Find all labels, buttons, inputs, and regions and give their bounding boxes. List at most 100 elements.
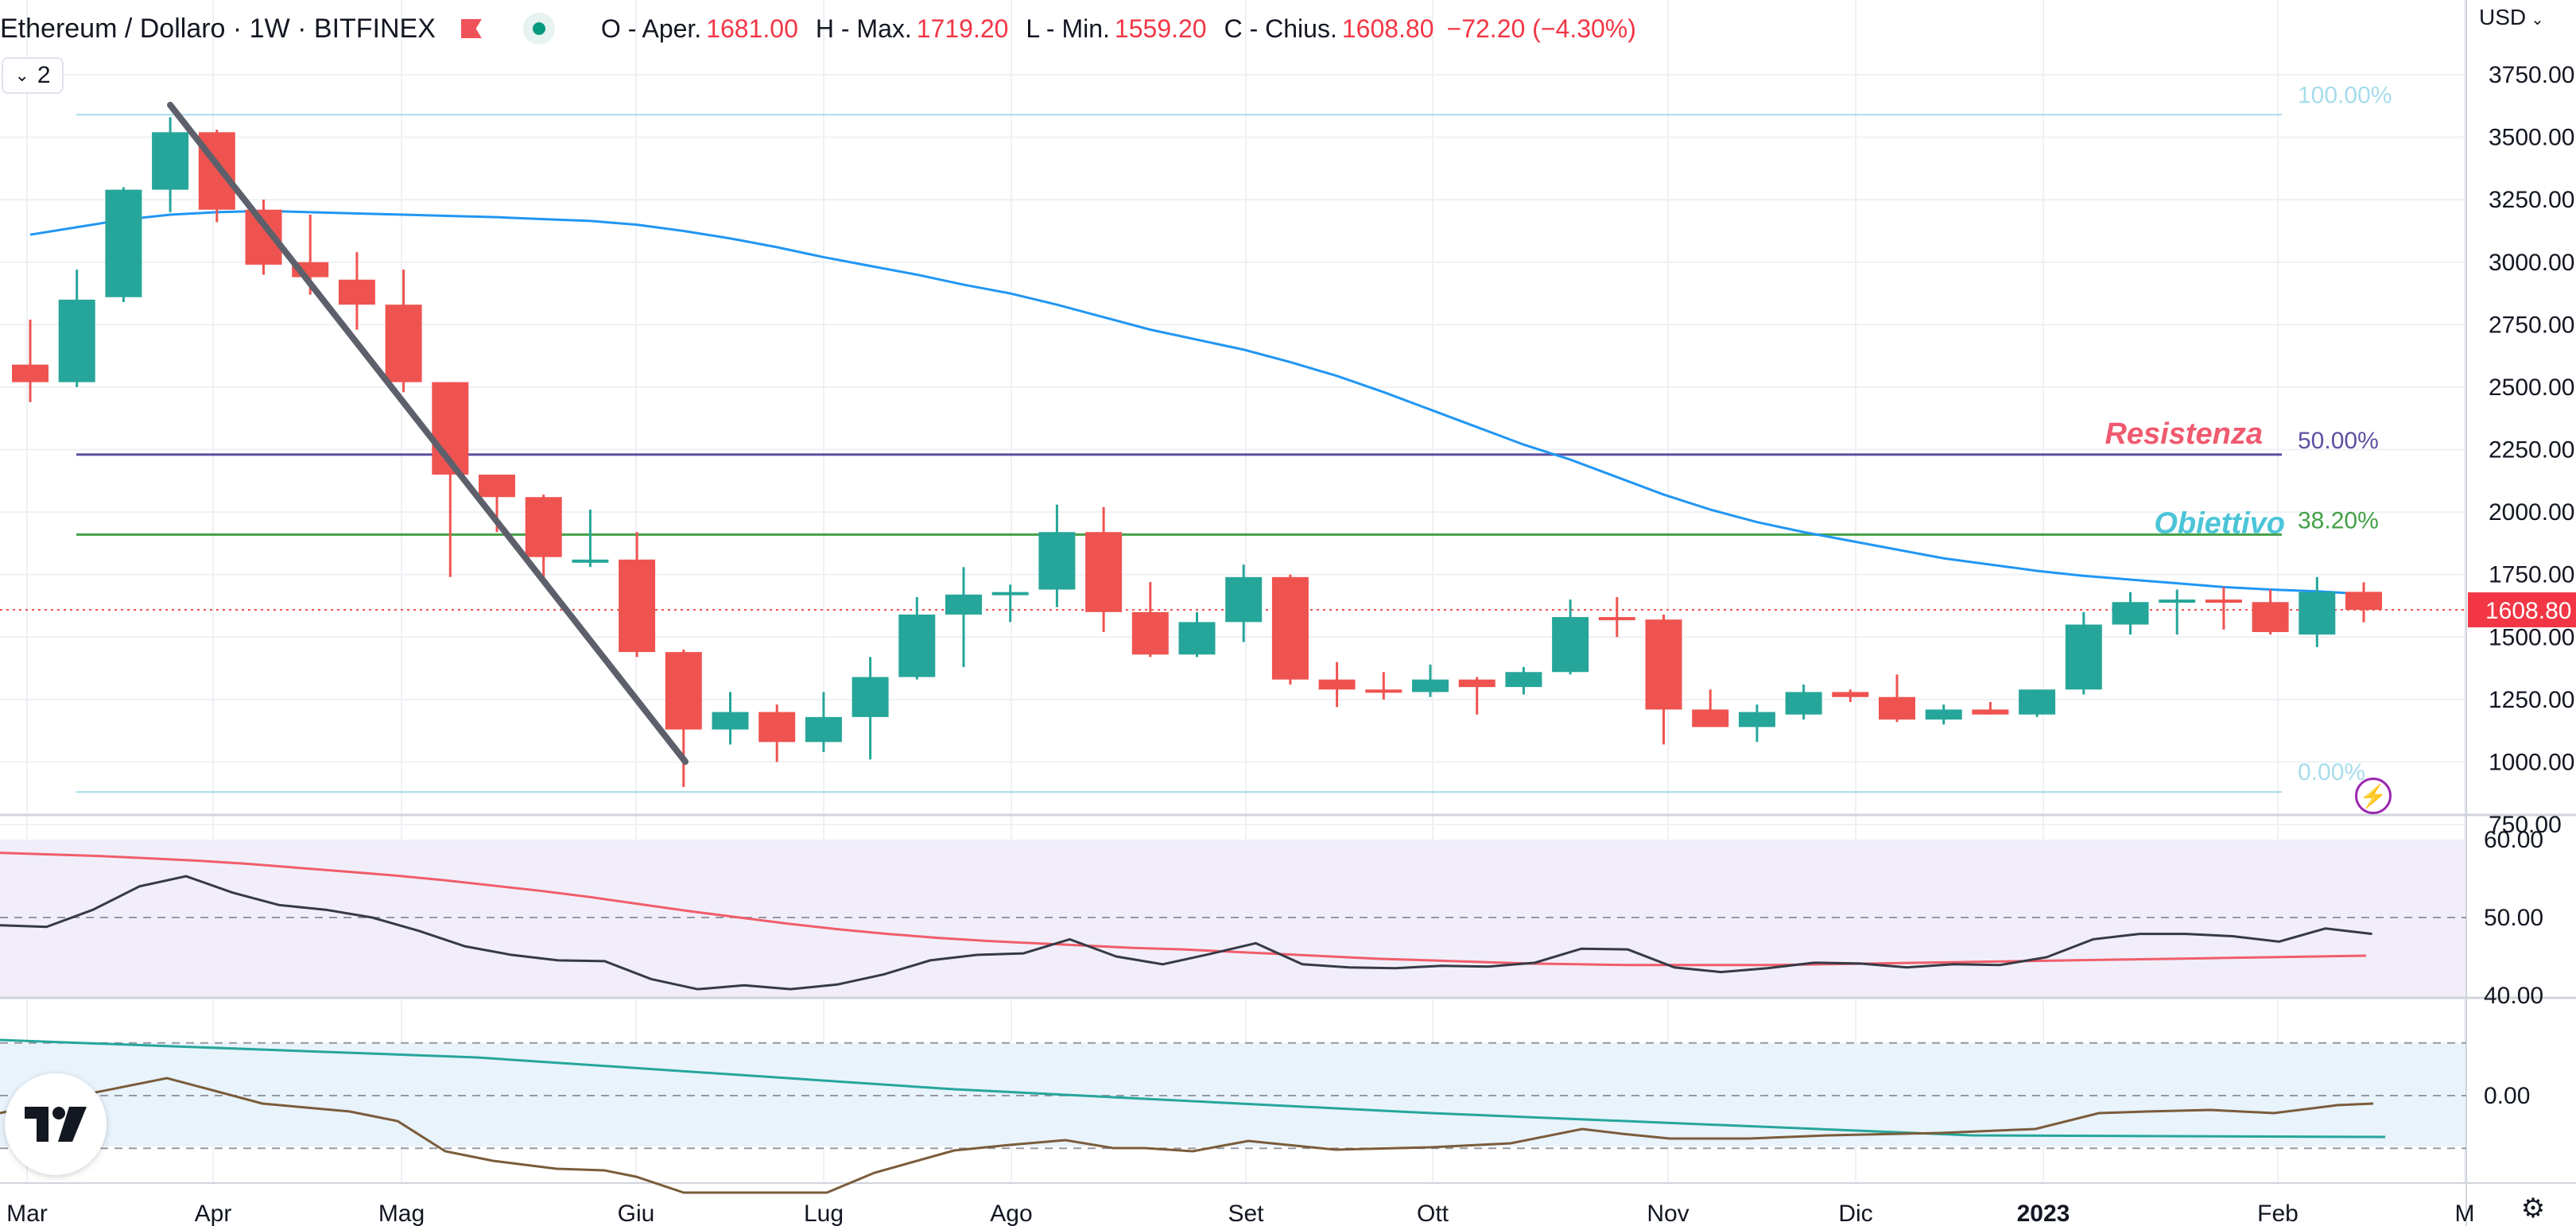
candle-body [758, 712, 796, 743]
price-tick-label: 3750.00 [2489, 62, 2574, 88]
open-value: 1681.00 [706, 14, 798, 43]
candle-body [1085, 532, 1123, 612]
currency-selector[interactable]: USD ⌄ [2479, 5, 2544, 30]
candle-body [1505, 672, 1542, 688]
candle-body [1365, 689, 1402, 693]
high-value: 1719.20 [916, 14, 1009, 43]
candle-body [1318, 679, 1356, 690]
candle-body [152, 132, 189, 190]
fib-level-label: 50.00% [2298, 428, 2379, 454]
legend-header: Ethereum / Dollaro · 1W · BITFINEX O - A… [0, 0, 1636, 57]
rsi-signal-line [0, 852, 2367, 967]
price-tick-label: 2750.00 [2489, 312, 2574, 338]
low-value: 1559.20 [1114, 14, 1207, 43]
fib-level-label: 100.00% [2298, 82, 2392, 108]
trend-line [167, 102, 689, 765]
candle-body [525, 497, 562, 557]
candle-body [1038, 532, 1076, 590]
flag-icon[interactable] [460, 19, 482, 38]
candle-body [2019, 689, 2056, 715]
rsi-band-bg [0, 840, 2466, 998]
moving-average-line [29, 209, 2365, 596]
symbol-title[interactable]: Ethereum / Dollaro · 1W · BITFINEX [0, 13, 436, 44]
candle-body [619, 559, 656, 653]
last-price-tag [2468, 592, 2576, 628]
candle-body [2065, 624, 2102, 690]
price-tick-label: 3500.00 [2489, 125, 2574, 151]
lightning-icon[interactable]: ⚡ [2355, 778, 2392, 814]
candle-body [1178, 622, 1216, 655]
candle-body [945, 594, 982, 615]
price-tick-label: 2500.00 [2489, 374, 2574, 401]
indicators-toggle-button[interactable]: ⌄ 2 [2, 57, 64, 94]
candle-body [2252, 602, 2289, 632]
osc-signal-line [0, 1038, 2386, 1139]
candle-body [1738, 712, 1775, 727]
price-tick-label: 750.00 [2489, 812, 2562, 838]
price-tick-label: 1000.00 [2489, 749, 2574, 775]
rsi-tick-label: 60.00 [2484, 827, 2543, 853]
candle-body [1925, 709, 1962, 720]
candle-body [12, 364, 48, 382]
rsi-line [0, 875, 2372, 991]
market-status-icon[interactable] [522, 13, 555, 45]
candle-body [1972, 709, 2009, 715]
candle-body [1552, 617, 1589, 673]
currency-label: USD [2479, 5, 2527, 29]
open-label: O - Aper. [600, 14, 702, 43]
candle-body [1879, 696, 1915, 720]
tradingview-logo-icon [25, 1107, 87, 1142]
high-label: H - Max. [815, 14, 912, 43]
time-tick-label: Set [1228, 1201, 1264, 1226]
chevron-down-icon: ⌄ [2531, 11, 2544, 29]
candle-body [805, 716, 842, 743]
time-tick-label: 2023 [2017, 1201, 2070, 1226]
candle-body [1271, 576, 1309, 680]
candle-body [665, 652, 702, 730]
close-value: 1608.80 [1341, 14, 1434, 43]
time-tick-label: Giu [618, 1201, 655, 1226]
candle-body [2112, 602, 2149, 625]
candle-body [1131, 611, 1169, 655]
candle-body [1598, 617, 1635, 621]
change-value: −72.20 (−4.30%) [1446, 14, 1636, 43]
rsi-tick-label: 40.00 [2484, 983, 2543, 1009]
candle-body [991, 592, 1029, 596]
low-label: L - Min. [1026, 14, 1110, 43]
fib-level-label: 0.00% [2298, 759, 2365, 786]
resistenza-label: Resistenza [2105, 417, 2263, 451]
time-tick-label: Ago [990, 1201, 1032, 1226]
candle-body [572, 559, 609, 563]
candle-body [2205, 599, 2242, 603]
time-tick-label: Dic [1838, 1201, 1872, 1226]
price-tick-label: 1750.00 [2489, 562, 2574, 588]
chevron-down-icon: ⌄ [14, 65, 29, 85]
candle-body [2299, 592, 2336, 635]
time-tick-label: Mag [378, 1201, 425, 1226]
time-tick-label: Ott [1417, 1201, 1449, 1226]
time-tick-label: Lug [804, 1201, 844, 1226]
time-tick-label: Nov [1647, 1201, 1689, 1226]
gear-icon[interactable]: ⚙ [2520, 1193, 2546, 1224]
price-tick-label: 2250.00 [2489, 437, 2574, 464]
price-tick-label: 3250.00 [2489, 187, 2574, 213]
candle-body [1785, 692, 1822, 715]
candle-body [105, 189, 142, 297]
candle-body [1458, 679, 1496, 688]
candle-body [1692, 709, 1729, 727]
candle-body [479, 474, 515, 498]
candle-body [385, 305, 422, 382]
time-tick-label: Feb [2257, 1201, 2299, 1226]
tradingview-logo[interactable] [5, 1073, 107, 1175]
indicators-count: 2 [37, 62, 51, 88]
candle-body [2345, 592, 2382, 611]
fib-level-label: 38.20% [2298, 507, 2379, 533]
price-tick-label: 3000.00 [2489, 250, 2574, 276]
candle-body [1832, 692, 1869, 697]
price-tick-label: 1500.00 [2489, 624, 2574, 650]
time-tick-label: Mar [6, 1201, 48, 1226]
price-tick-label: 2000.00 [2489, 499, 2574, 526]
price-tick-label: 1250.00 [2489, 687, 2574, 713]
